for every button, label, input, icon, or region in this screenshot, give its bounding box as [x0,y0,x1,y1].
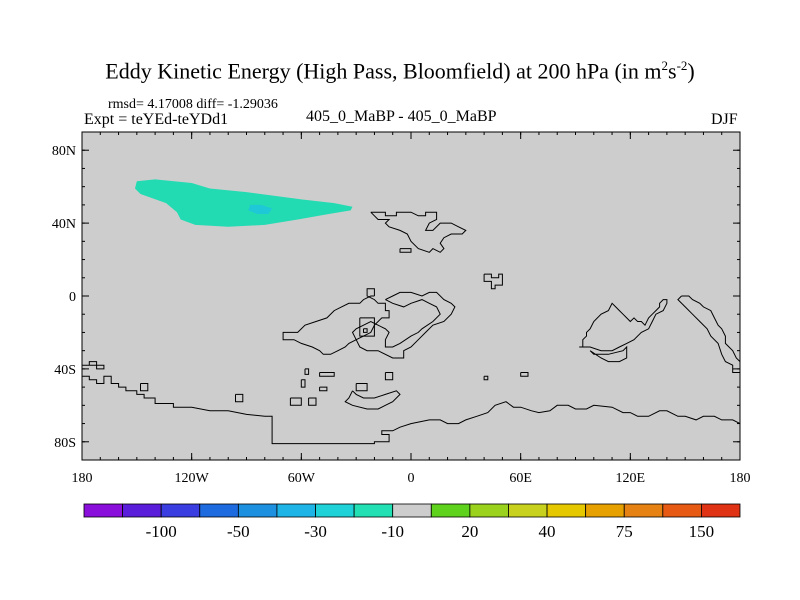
coastline-19 [289,397,302,406]
run-comparison-label: 405_0_MaBP - 405_0_MaBP [306,108,497,125]
y-tick-label: 80S [54,436,76,451]
colorbar-swatch [662,503,702,518]
axes: 180 120W 60W 0 60E 120E 180 80N 40N 0 40S 80S [52,131,751,486]
colorbar-label: 40 [539,522,556,541]
coastline-7 [370,211,467,253]
x-tick-label: 60W [288,471,316,486]
colorbar-swatch [160,503,201,518]
rmsd-diff-label: rmsd= 4.17008 diff= -1.29036 [108,97,278,112]
anomaly-region-0 [135,179,353,227]
coastline-6 [304,368,310,375]
colorbar-label: 75 [616,522,633,541]
y-tick-label: 40S [54,363,76,378]
coastline-9 [483,273,503,290]
y-tick-label: 0 [69,290,76,305]
colorbar-swatch [623,503,664,518]
colorbar-swatch [469,503,509,518]
coastline-11 [359,317,375,337]
coastline-10 [282,288,390,355]
x-tick-label: 0 [408,471,415,486]
colorbar-swatch [701,503,741,518]
coastline-24 [677,295,741,373]
coastline-20 [483,375,489,381]
colorbar-swatch [353,503,394,518]
coastline-21 [520,372,529,377]
colorbar-swatch [392,503,432,518]
coastline-5 [319,372,335,377]
colorbar-swatch [585,503,625,518]
coastline-12 [363,328,368,333]
coastline-0 [82,375,741,445]
season-label: DJF [711,111,738,128]
coastline-22 [579,299,668,352]
coastline-16 [319,386,328,392]
coastline-8 [399,248,412,253]
colorbar-swatch [315,503,355,518]
coastline-15 [355,383,368,392]
colorbar-label: -10 [381,522,404,541]
y-tick-label: 80N [52,144,76,159]
colorbar-label: 20 [461,522,478,541]
coastline-1 [82,361,105,370]
y-tick-label: 40N [52,217,76,232]
colorbar-swatch [546,503,587,518]
x-tick-label: 120W [175,471,210,486]
plot-area [82,132,741,460]
colorbar-swatch [199,503,239,518]
coastline-2 [140,383,149,392]
colorbar-label: 150 [689,522,715,541]
coastline-4 [300,379,306,388]
colorbar-label: -50 [227,522,250,541]
colorbar-swatch [122,503,162,518]
x-tick-label: 180 [730,471,751,486]
x-tick-label: 180 [72,471,93,486]
coastline-13 [351,291,456,359]
chart-title: Eddy Kinetic Energy (High Pass, Bloomfie… [105,58,695,84]
colorbar-swatch [276,503,316,518]
colorbar: -100 -50 -30 -10 20 40 75 150 [83,503,741,541]
colorbar-swatch [83,503,123,518]
anomaly-region-1 [248,204,273,214]
colorbar-swatch [237,503,278,518]
coastline-17 [344,390,401,410]
colorbar-label: -100 [146,522,177,541]
map-background [82,132,740,460]
experiment-label: Expt = teYEd-teYDd1 [84,111,229,128]
colorbar-label: -30 [304,522,327,541]
x-tick-label: 60E [509,471,532,486]
coastline-3 [235,393,244,403]
coastline-23 [589,345,628,363]
x-tick-label: 120E [616,471,646,486]
coastline-14 [384,372,394,381]
colorbar-swatch [508,503,548,518]
colorbar-swatch [430,503,471,518]
coastline-18 [308,397,317,406]
